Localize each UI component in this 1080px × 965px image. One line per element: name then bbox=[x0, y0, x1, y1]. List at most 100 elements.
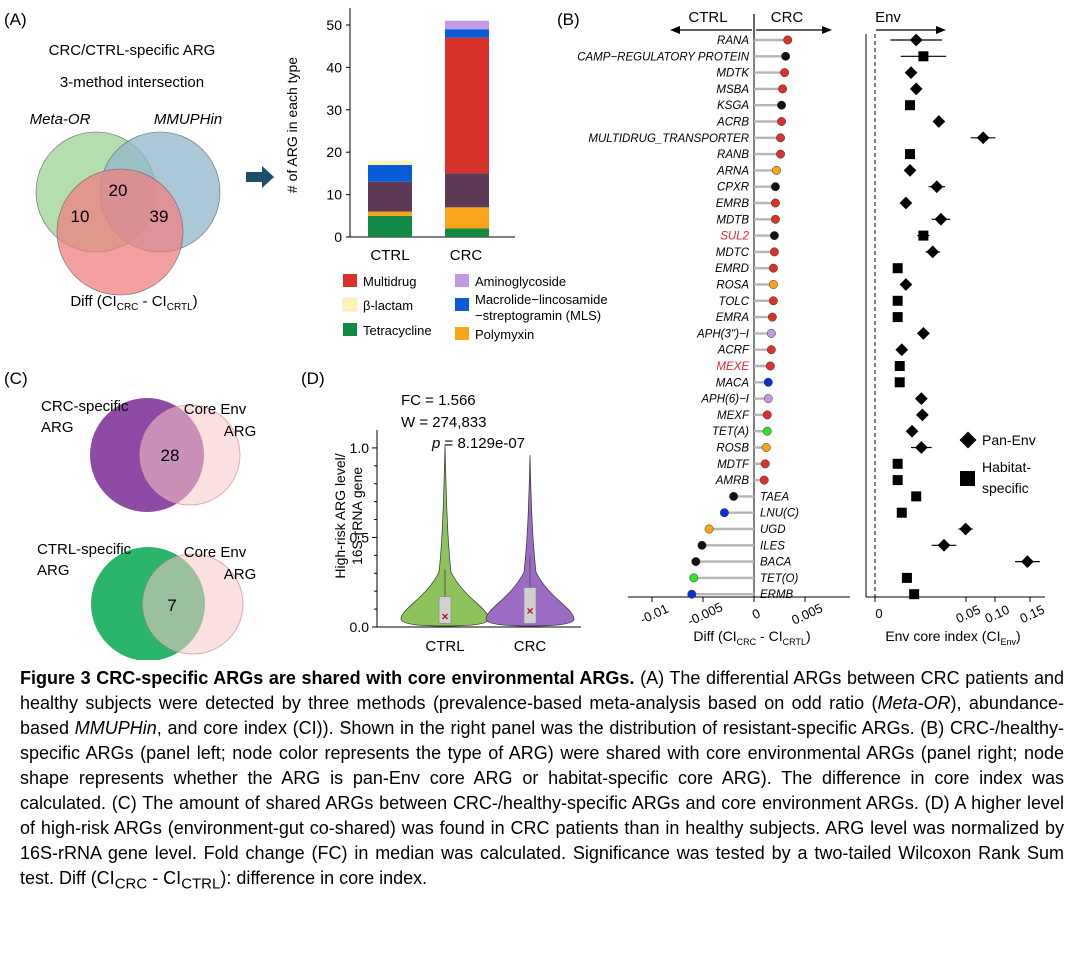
b-gene-label: RANB bbox=[717, 149, 749, 161]
b-right-point-diamond bbox=[976, 131, 990, 145]
b-left-lollipop-point bbox=[777, 117, 786, 126]
violin-ytick-label: 1.0 bbox=[350, 440, 370, 456]
b-left-lollipop-point bbox=[768, 263, 778, 273]
b-left-lollipop-point bbox=[770, 198, 780, 208]
b-left-lollipop-point bbox=[766, 345, 776, 355]
b-gene-label: MDTC bbox=[716, 247, 750, 259]
b-left-lollipop-point bbox=[691, 557, 701, 567]
stacked-bar-ytick-label: 30 bbox=[326, 102, 342, 118]
panel-b-label: (B) bbox=[557, 10, 580, 29]
venn-circle-core-env-top bbox=[139, 404, 241, 506]
b-right-point-square bbox=[918, 230, 929, 241]
panel-b-right-chart: 0 0.05 0.10 0.15 bbox=[865, 33, 1047, 626]
stacked-bar-chart: # of ARG in each type 0 10 20 30 40 50 CTRL C… bbox=[284, 8, 515, 264]
b-gene-label: MEXE bbox=[716, 361, 749, 373]
legend-diamond-icon bbox=[959, 431, 977, 449]
legend-swatch-polymyxin bbox=[455, 327, 469, 340]
venn-c-top-set2-line2: ARG bbox=[224, 423, 257, 440]
b-left-lollipop-point bbox=[762, 426, 772, 436]
b-left-xtick-label: 0.005 bbox=[789, 600, 825, 627]
venn-c-top-set1-line2: ARG bbox=[41, 419, 74, 436]
b-right-point-square bbox=[894, 361, 905, 371]
violin-box bbox=[438, 596, 452, 624]
venn-count-right: 39 bbox=[150, 207, 169, 226]
stacked-bar-segment bbox=[368, 215, 412, 237]
violin-xlabel: CRC bbox=[514, 638, 547, 655]
b-left-lollipop-point bbox=[768, 280, 778, 289]
panel-d-p: p = 8.129e-07 bbox=[431, 435, 525, 452]
caption-italic-2: MMUPHin bbox=[74, 718, 157, 738]
b-gene-label: LNU(C) bbox=[760, 508, 799, 520]
stacked-bar-segment bbox=[368, 160, 412, 165]
violin-body bbox=[400, 444, 490, 627]
b-gene-label: MDTF bbox=[717, 459, 750, 471]
stacked-bar-segment bbox=[445, 37, 489, 174]
b-left-lollipop-point bbox=[768, 296, 778, 306]
b-gene-label: ROSB bbox=[716, 443, 749, 455]
legend-label-mls-1: Macrolide−lincosamide bbox=[475, 292, 608, 307]
violin-box bbox=[523, 587, 537, 624]
b-right-xtick-label: 0.10 bbox=[982, 602, 1011, 626]
legend-label-multidrug: Multidrug bbox=[363, 274, 416, 289]
venn-circle-diff bbox=[56, 168, 184, 296]
caption-title: Figure 3 CRC-specific ARGs are shared wi… bbox=[20, 668, 635, 688]
caption-text-5: ): difference in core index. bbox=[220, 868, 428, 888]
b-left-lollipop-point bbox=[729, 491, 739, 501]
b-gene-label: MULTIDRUG_TRANSPORTER bbox=[588, 133, 749, 145]
legend-swatch-tetracycline bbox=[343, 323, 357, 336]
violin-median-mark: × bbox=[441, 609, 448, 623]
b-right-point-square bbox=[901, 572, 912, 583]
violin-ytick-label: 0.0 bbox=[350, 619, 370, 635]
b-left-lollipop-point bbox=[763, 394, 773, 404]
violin-ytick-label: 0.5 bbox=[350, 529, 370, 545]
violin-median-mark: × bbox=[526, 604, 533, 618]
arrow-label-env: Env bbox=[875, 9, 901, 26]
b-left-lollipop-point bbox=[778, 84, 788, 94]
b-right-point-square bbox=[892, 295, 903, 306]
legend-label-beta-lactam: β-lactam bbox=[363, 298, 413, 313]
venn-c-top-set2-line1: Core Env bbox=[184, 401, 247, 418]
b-gene-label: ERMB bbox=[760, 589, 794, 601]
b-right-point-diamond bbox=[916, 408, 929, 422]
panel-b-right-xlabel: Env core index (CIEnv) bbox=[885, 628, 1020, 647]
b-gene-label: TET(A) bbox=[712, 426, 749, 438]
caption-text-1: (A) The differential ARGs between CRC pa… bbox=[20, 668, 1065, 713]
arrow-label-crc: CRC bbox=[771, 9, 804, 26]
b-gene-label: ACRF bbox=[717, 345, 750, 357]
b-right-point-square bbox=[892, 458, 903, 469]
venn-c-bottom: CTRL-specific ARG Core Env ARG 7 bbox=[37, 541, 256, 660]
caption-sub-1: CRC bbox=[114, 875, 148, 893]
caption-text-2: ), abundance-based bbox=[20, 693, 1064, 738]
stacked-bar-segment bbox=[368, 164, 412, 182]
legend-swatch-mls bbox=[455, 298, 469, 311]
b-left-lollipop-point bbox=[719, 508, 729, 518]
b-gene-label: EMRA bbox=[716, 312, 750, 324]
stacked-bar-ytick-label: 50 bbox=[326, 17, 342, 33]
panel-b-shape-legend: Pan-Env Habitat- specific bbox=[959, 431, 1036, 496]
venn-c-top: CRC-specific ARG Core Env ARG 28 bbox=[41, 398, 256, 512]
venn-c-bottom-set2-line1: Core Env bbox=[184, 544, 247, 561]
venn-c-top-overlap: 28 bbox=[161, 446, 180, 465]
stacked-bar-xlabel-ctrl: CTRL bbox=[370, 247, 409, 264]
b-left-xtick-label: -0.005 bbox=[685, 599, 725, 628]
stacked-bar-segment bbox=[445, 29, 489, 38]
panel-d-fc: FC = 1.566 bbox=[401, 392, 476, 409]
venn-label-mmuphin: MMUPHin bbox=[154, 111, 222, 128]
b-left-xtick-label: -0.01 bbox=[637, 601, 670, 627]
panel-b-left-chart: -0.01 -0.005 0 0.005 RANA CAMP−REGULATORY PRO… bbox=[577, 30, 850, 629]
b-gene-label: ACRB bbox=[716, 117, 749, 129]
b-right-point-diamond bbox=[914, 441, 928, 454]
legend-habitat-1: Habitat- bbox=[982, 459, 1031, 475]
b-left-lollipop-point bbox=[763, 377, 773, 387]
b-gene-label: SUL2 bbox=[720, 231, 749, 243]
b-left-lollipop-point bbox=[770, 214, 780, 224]
b-left-lollipop-point bbox=[697, 540, 707, 550]
b-right-point-square bbox=[896, 507, 907, 518]
b-right-point-diamond bbox=[926, 245, 940, 259]
b-right-point-diamond bbox=[959, 522, 973, 536]
b-right-xtick-label: 0.15 bbox=[1017, 602, 1046, 626]
stacked-bar-segment bbox=[445, 173, 489, 208]
b-gene-label: CAMP−REGULATORY PROTEIN bbox=[577, 51, 749, 63]
b-right-point-diamond bbox=[909, 82, 923, 96]
legend-habitat-2: specific bbox=[982, 480, 1029, 496]
